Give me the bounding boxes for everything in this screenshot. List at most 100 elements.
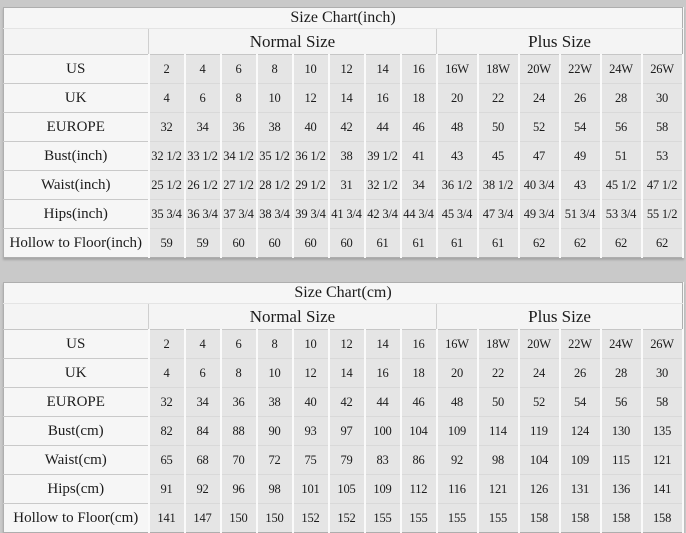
size-value-cell: 36 (219, 112, 258, 142)
size-value-cell: 62 (599, 228, 643, 258)
size-value-cell: 88 (219, 416, 258, 446)
size-value-cell: 6 (183, 358, 222, 388)
size-value-cell: 84 (183, 416, 222, 446)
row-label: US (3, 329, 150, 359)
size-value-cell: 61 (363, 228, 402, 258)
table-row: UK 4 6 8 10 12 14 16 18 20 22 24 26 28 30 (3, 83, 684, 113)
table-row: Bust(inch) 32 1/2 33 1/2 34 1/2 35 1/2 36 1/2… (3, 141, 684, 171)
size-value-cell: 131 (558, 474, 602, 504)
normal-size-header: Normal Size (148, 28, 437, 55)
size-value-cell: 24 (517, 358, 561, 388)
size-value-cell: 27 1/2 (219, 170, 258, 200)
size-value-cell: 44 3/4 (399, 199, 438, 229)
size-value-cell: 109 (558, 445, 602, 475)
size-value-cell: 59 (183, 228, 222, 258)
size-value-cell: 121 (476, 474, 520, 504)
size-value-cell: 26 (558, 358, 602, 388)
table-row: Hips(cm) 91 92 96 98 101 105 109 112 116 121 126 131… (3, 474, 684, 504)
size-value-cell: 45 1/2 (599, 170, 643, 200)
size-value-cell: 49 3/4 (517, 199, 561, 229)
size-value-cell: 54 (558, 387, 602, 417)
size-value-cell: 61 (399, 228, 438, 258)
size-value-cell: 10 (255, 83, 294, 113)
size-value-cell: 40 3/4 (517, 170, 561, 200)
size-value-cell: 26W (640, 329, 684, 359)
table-row: EUROPE 32 34 36 38 40 42 44 46 48 50 52 54 56 58 (3, 112, 684, 142)
size-value-cell: 36 (219, 387, 258, 417)
size-value-cell: 30 (640, 83, 684, 113)
size-value-cell: 24 (517, 83, 561, 113)
size-value-cell: 12 (291, 83, 330, 113)
size-value-cell: 152 (327, 503, 366, 533)
table-title: Size Chart(cm) (3, 282, 683, 304)
size-value-cell: 32 1/2 (363, 170, 402, 200)
size-value-cell: 68 (183, 445, 222, 475)
size-value-cell: 150 (219, 503, 258, 533)
size-value-cell: 4 (183, 329, 222, 359)
size-value-cell: 36 1/2 (291, 141, 330, 171)
row-label: Bust(inch) (3, 141, 150, 171)
size-value-cell: 43 (435, 141, 479, 171)
size-value-cell: 12 (327, 54, 366, 84)
size-value-cell: 53 (640, 141, 684, 171)
size-value-cell: 82 (147, 416, 186, 446)
size-value-cell: 45 3/4 (435, 199, 479, 229)
size-value-cell: 8 (219, 83, 258, 113)
size-value-cell: 18W (476, 329, 520, 359)
size-value-cell: 38 (327, 141, 366, 171)
size-value-cell: 22W (558, 54, 602, 84)
size-value-cell: 6 (219, 54, 258, 84)
size-value-cell: 55 1/2 (640, 199, 684, 229)
row-label: Hollow to Floor(inch) (3, 228, 150, 258)
size-value-cell: 60 (327, 228, 366, 258)
size-value-cell: 39 3/4 (291, 199, 330, 229)
size-value-cell: 47 1/2 (640, 170, 684, 200)
size-value-cell: 24W (599, 54, 643, 84)
size-value-cell: 83 (363, 445, 402, 475)
size-value-cell: 62 (640, 228, 684, 258)
size-value-cell: 93 (291, 416, 330, 446)
size-value-cell: 75 (291, 445, 330, 475)
size-value-cell: 34 1/2 (219, 141, 258, 171)
size-value-cell: 104 (399, 416, 438, 446)
size-value-cell: 53 3/4 (599, 199, 643, 229)
size-value-cell: 44 (363, 112, 402, 142)
size-value-cell: 14 (363, 329, 402, 359)
size-value-cell: 39 1/2 (363, 141, 402, 171)
size-value-cell: 22W (558, 329, 602, 359)
size-value-cell: 92 (435, 445, 479, 475)
size-value-cell: 6 (183, 83, 222, 113)
size-value-cell: 26 (558, 83, 602, 113)
size-value-cell: 2 (147, 54, 186, 84)
size-value-cell: 10 (291, 329, 330, 359)
size-value-cell: 114 (476, 416, 520, 446)
row-label: EUROPE (3, 387, 150, 417)
row-label: US (3, 54, 150, 84)
row-label: Hollow to Floor(cm) (3, 503, 150, 533)
size-value-cell: 79 (327, 445, 366, 475)
size-value-cell: 126 (517, 474, 561, 504)
size-value-cell: 20W (517, 54, 561, 84)
size-value-cell: 43 (558, 170, 602, 200)
size-value-cell: 38 (255, 112, 294, 142)
size-value-cell: 18 (399, 358, 438, 388)
size-value-cell: 20 (435, 83, 479, 113)
size-chart-inch-table: Size Chart(inch) Normal Size Plus Size U… (3, 7, 684, 258)
size-value-cell: 155 (363, 503, 402, 533)
plus-size-header: Plus Size (435, 303, 683, 330)
size-value-cell: 42 3/4 (363, 199, 402, 229)
size-value-cell: 35 1/2 (255, 141, 294, 171)
size-value-cell: 25 1/2 (147, 170, 186, 200)
size-value-cell: 38 3/4 (255, 199, 294, 229)
size-value-cell: 105 (327, 474, 366, 504)
size-value-cell: 47 3/4 (476, 199, 520, 229)
size-value-cell: 51 (599, 141, 643, 171)
size-value-cell: 109 (363, 474, 402, 504)
size-value-cell: 65 (147, 445, 186, 475)
size-value-cell: 22 (476, 83, 520, 113)
size-value-cell: 52 (517, 112, 561, 142)
row-label: UK (3, 358, 150, 388)
size-value-cell: 62 (558, 228, 602, 258)
plus-size-header: Plus Size (435, 28, 683, 55)
row-label: EUROPE (3, 112, 150, 142)
